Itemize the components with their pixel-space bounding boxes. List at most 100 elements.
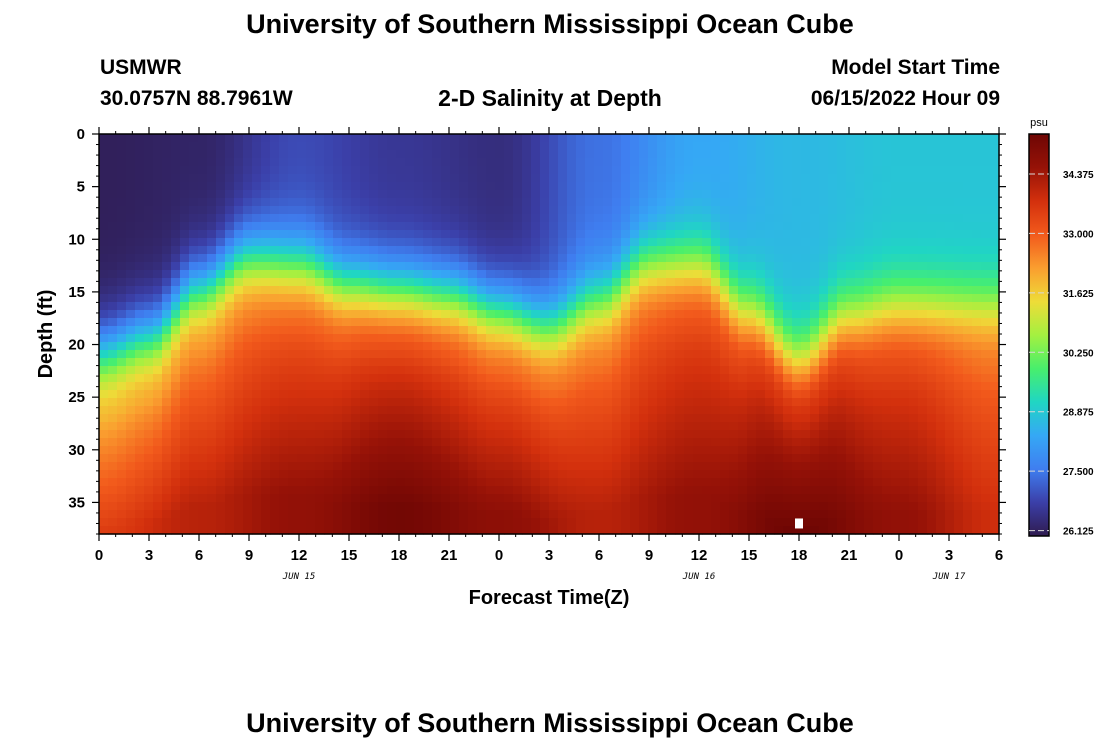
heatmap-cell — [99, 278, 109, 287]
heatmap-cell — [270, 374, 280, 383]
heatmap-cell — [477, 366, 487, 375]
heatmap-cell — [414, 254, 424, 263]
heatmap-cell — [342, 278, 352, 287]
heatmap-cell — [495, 318, 505, 327]
heatmap-cell — [711, 422, 721, 431]
heatmap-cell — [432, 470, 442, 479]
heatmap-cell — [594, 430, 604, 439]
heatmap-cell — [855, 150, 865, 159]
heatmap-cell — [261, 246, 271, 255]
heatmap-cell — [891, 214, 901, 223]
heatmap-cell — [369, 326, 379, 335]
heatmap-cell — [162, 230, 172, 239]
heatmap-cell — [702, 326, 712, 335]
heatmap-cell — [396, 366, 406, 375]
heatmap-cell — [828, 430, 838, 439]
heatmap-cell — [873, 414, 883, 423]
heatmap-cell — [945, 238, 955, 247]
heatmap-cell — [558, 398, 568, 407]
heatmap-cell — [288, 190, 298, 199]
heatmap-cell — [117, 278, 127, 287]
heatmap-cell — [657, 270, 667, 279]
heatmap-cell — [864, 502, 874, 511]
heatmap-cell — [189, 406, 199, 415]
heatmap-cell — [270, 294, 280, 303]
heatmap-cell — [531, 158, 541, 167]
heatmap-cell — [882, 446, 892, 455]
heatmap-cell — [657, 358, 667, 367]
heatmap-cell — [396, 246, 406, 255]
heatmap-cell — [648, 286, 658, 295]
heatmap-cell — [657, 374, 667, 383]
heatmap-cell — [405, 214, 415, 223]
heatmap-cell — [288, 294, 298, 303]
heatmap-cell — [774, 166, 784, 175]
heatmap-cell — [648, 382, 658, 391]
heatmap-cell — [108, 382, 118, 391]
heatmap-cell — [828, 182, 838, 191]
heatmap-cell — [153, 142, 163, 151]
heatmap-cell — [810, 502, 820, 511]
heatmap-cell — [738, 254, 748, 263]
heatmap-cell — [99, 230, 109, 239]
heatmap-cell — [612, 374, 622, 383]
heatmap-cell — [990, 294, 1000, 303]
heatmap-cell — [900, 166, 910, 175]
heatmap-cell — [693, 326, 703, 335]
heatmap-cell — [144, 310, 154, 319]
heatmap-cell — [252, 174, 262, 183]
heatmap-cell — [522, 222, 532, 231]
heatmap-cell — [369, 470, 379, 479]
heatmap-cell — [189, 278, 199, 287]
heatmap-cell — [531, 310, 541, 319]
heatmap-cell — [837, 502, 847, 511]
heatmap-cell — [882, 206, 892, 215]
heatmap-cell — [855, 270, 865, 279]
heatmap-cell — [162, 294, 172, 303]
heatmap-cell — [333, 166, 343, 175]
heatmap-cell — [378, 142, 388, 151]
heatmap-cell — [774, 254, 784, 263]
heatmap-cell — [162, 182, 172, 191]
heatmap-cell — [135, 502, 145, 511]
heatmap-cell — [801, 230, 811, 239]
heatmap-cell — [315, 334, 325, 343]
heatmap-cell — [324, 518, 334, 527]
heatmap-cell — [891, 478, 901, 487]
heatmap-cell — [621, 350, 631, 359]
heatmap-cell — [828, 310, 838, 319]
heatmap-cell — [738, 486, 748, 495]
heatmap-cell — [504, 470, 514, 479]
heatmap-cell — [954, 430, 964, 439]
heatmap-cell — [891, 470, 901, 479]
heatmap-cell — [279, 358, 289, 367]
heatmap-cell — [171, 182, 181, 191]
heatmap-cell — [720, 430, 730, 439]
heatmap-cell — [765, 198, 775, 207]
heatmap-cell — [675, 318, 685, 327]
heatmap-cell — [648, 470, 658, 479]
heatmap-cell — [972, 382, 982, 391]
heatmap-cell — [567, 302, 577, 311]
heatmap-cell — [441, 382, 451, 391]
heatmap-cell — [900, 382, 910, 391]
heatmap-cell — [684, 238, 694, 247]
heatmap-cell — [936, 406, 946, 415]
heatmap-cell — [666, 398, 676, 407]
heatmap-cell — [333, 246, 343, 255]
heatmap-cell — [801, 206, 811, 215]
heatmap-cell — [675, 158, 685, 167]
heatmap-cell — [567, 446, 577, 455]
heatmap-cell — [747, 206, 757, 215]
heatmap-cell — [936, 398, 946, 407]
heatmap-cell — [891, 134, 901, 143]
heatmap-cell — [504, 318, 514, 327]
heatmap-cell — [576, 470, 586, 479]
heatmap-cell — [432, 262, 442, 271]
heatmap-cell — [756, 302, 766, 311]
heatmap-cell — [594, 366, 604, 375]
heatmap-cell — [117, 270, 127, 279]
heatmap-cell — [972, 462, 982, 471]
heatmap-cell — [297, 374, 307, 383]
heatmap-cell — [864, 206, 874, 215]
